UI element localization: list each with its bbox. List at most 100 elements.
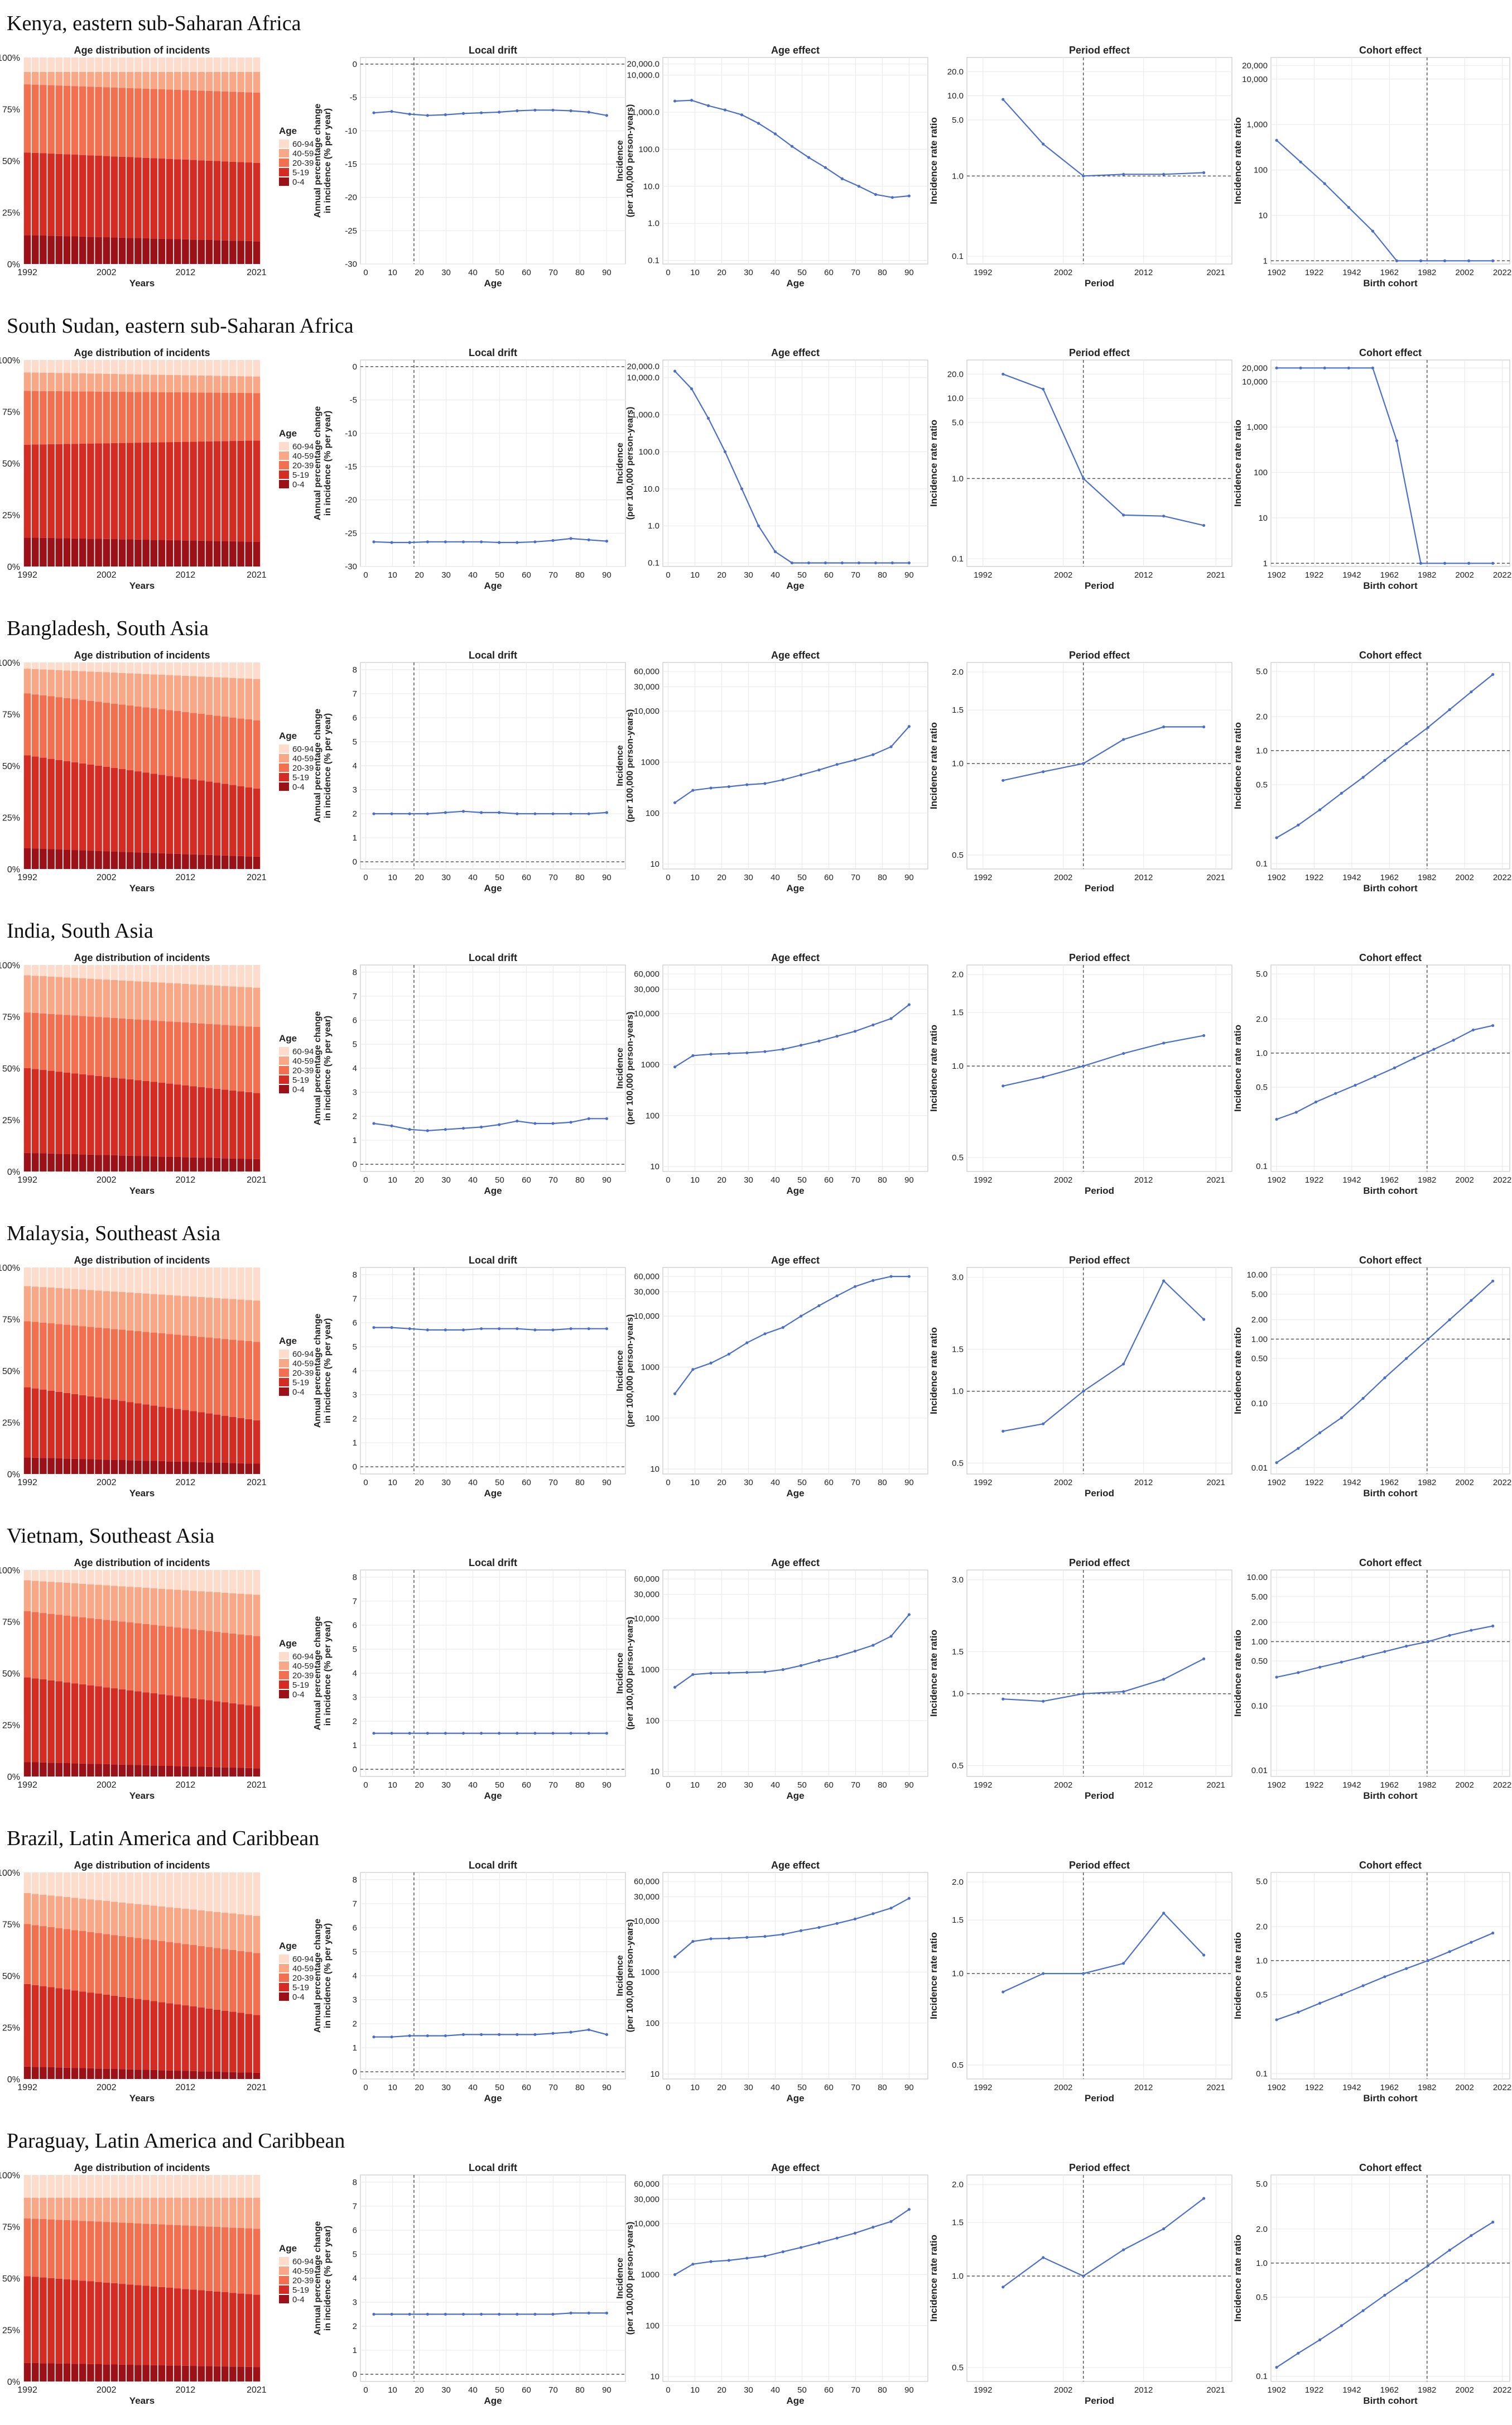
data-point [840, 561, 844, 565]
y-tick-label: 1.0 [952, 1689, 964, 1699]
stacked-bar-segment [174, 2288, 181, 2366]
x-tick-label: 10 [690, 268, 700, 277]
y-tick-label: 1.5 [952, 2218, 964, 2227]
y-tick-label: 2.0 [1256, 2225, 1268, 2234]
data-point [817, 1039, 821, 1043]
stacked-bar-segment [55, 2363, 63, 2381]
y-tick-label: 1.5 [952, 1647, 964, 1656]
stacked-bar-segment [221, 376, 229, 393]
stacked-bar-segment [190, 2006, 197, 2071]
stacked-bar-segment [79, 671, 86, 700]
x-tick-label: 1992 [17, 1175, 37, 1185]
stacked-bar-segment [205, 1947, 213, 2009]
y-tick-label: 25% [2, 1419, 20, 1428]
stacked-bar-segment [118, 1621, 126, 1689]
y-tick-label: 1.0 [952, 474, 964, 483]
series-line [1276, 140, 1493, 262]
data-point [551, 108, 555, 112]
y-tick-label: 0 [353, 1462, 357, 1472]
x-tick-label: 90 [904, 2083, 914, 2092]
stacked-bar-segment [103, 1901, 110, 1934]
x-tick-label: 50 [495, 2083, 504, 2092]
data-point [1001, 1990, 1005, 1994]
stacked-bar-segment [118, 2175, 126, 2198]
x-axis-label: Period [1085, 278, 1114, 289]
stacked-bar-segment [166, 1907, 174, 1942]
stacked-bar-segment [87, 1872, 94, 1900]
x-tick-label: 40 [468, 268, 478, 277]
cohort-effect-panel: Cohort effect0.010.100.501.002.005.0010.… [1232, 1255, 1511, 1499]
x-tick-label: 1992 [974, 1780, 992, 1790]
stacked-bar-segment [47, 1323, 55, 1391]
data-point [907, 561, 911, 565]
stacked-bar-segment [95, 2221, 102, 2282]
data-point [372, 540, 375, 544]
y-tick-label: 0.01 [1251, 1463, 1268, 1473]
data-point [1443, 561, 1447, 565]
stacked-bar-segment [71, 1990, 79, 2068]
stacked-bar-segment [79, 86, 86, 155]
y-axis-label: Incidence rate ratio [1232, 1932, 1243, 2019]
stacked-bar-segment [63, 761, 71, 850]
y-tick-label: 0.10 [1251, 1702, 1268, 1711]
stacked-bar-segment [55, 1014, 63, 1072]
data-point [533, 812, 537, 815]
stacked-bar-segment [142, 238, 150, 264]
x-tick-label: 40 [468, 2083, 478, 2092]
data-point [673, 99, 677, 103]
stacked-bar-segment [134, 1999, 142, 2070]
stacked-bar-segment [71, 1267, 79, 1289]
y-tick-label: 7 [353, 1597, 357, 1606]
panel-title: Period effect [1069, 650, 1130, 661]
stacked-bar-segment [253, 2072, 261, 2079]
stacked-bar-segment [40, 2067, 47, 2079]
stacked-bar-segment [110, 374, 118, 392]
stacked-bar-segment [174, 2004, 181, 2071]
y-axis-label: in incidence (% per year) [323, 1318, 333, 1424]
stacked-bar-segment [31, 537, 39, 566]
panel-title: Age effect [771, 2162, 820, 2173]
stacked-bar-segment [40, 2175, 47, 2198]
legend-title: Age [279, 731, 297, 741]
stacked-bar-segment [205, 2008, 213, 2072]
stacked-bar-segment [79, 360, 86, 373]
x-tick-label: 80 [878, 1478, 887, 1487]
y-tick-label: 30,000 [634, 683, 659, 692]
x-tick-label: 70 [851, 2385, 860, 2395]
stacked-bar-segment [118, 2197, 126, 2223]
x-tick-label: 50 [495, 873, 504, 882]
stacked-bar-segment [190, 239, 197, 264]
stacked-bar-segment [221, 161, 229, 241]
x-axis-label: Years [129, 1790, 155, 1801]
legend-label: 0-4 [292, 1690, 305, 1699]
panel-title: Age distribution of incidents [74, 650, 210, 661]
stacked-bar-segment [126, 705, 134, 771]
stacked-bar-segment [142, 157, 150, 238]
stacked-bar-segment [174, 711, 181, 777]
stacked-bar-segment [47, 2278, 55, 2364]
age-distribution-panel: Age distribution of incidents0%25%50%75%… [0, 650, 314, 894]
data-point [587, 1327, 590, 1331]
stacked-bar-segment [63, 1288, 71, 1325]
stacked-bar-segment [31, 1286, 39, 1322]
panel-title: Age distribution of incidents [74, 347, 210, 358]
x-tick-label: 2012 [176, 570, 196, 580]
stacked-bar-segment [134, 157, 142, 238]
stacked-bar-segment [110, 237, 118, 264]
panel-title: Local drift [469, 1255, 517, 1266]
data-point [1419, 259, 1423, 262]
stacked-bar-segment [40, 757, 47, 849]
stacked-bar-segment [166, 983, 174, 1022]
x-tick-label: 20 [415, 873, 424, 882]
stacked-bar-segment [190, 1267, 197, 1297]
stacked-bar-segment [166, 540, 174, 566]
stacked-bar-segment [126, 392, 134, 443]
stacked-bar-segment [95, 1075, 102, 1155]
stacked-bar-segment [71, 699, 79, 762]
stacked-bar-segment [190, 1591, 197, 1630]
stacked-bar-segment [31, 1872, 39, 1894]
y-tick-label: 8 [353, 1270, 357, 1280]
stacked-bar-segment [95, 2364, 102, 2381]
